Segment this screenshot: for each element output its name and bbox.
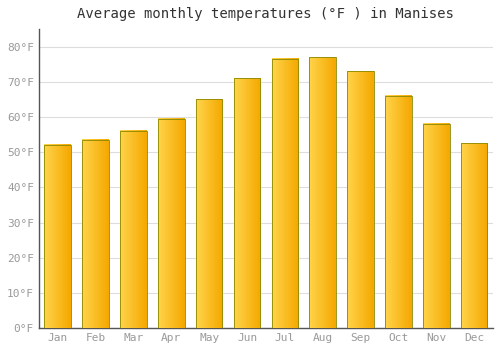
Bar xyxy=(461,144,487,328)
Bar xyxy=(234,78,260,328)
Bar xyxy=(196,99,222,328)
Bar xyxy=(423,124,450,328)
Bar xyxy=(272,59,298,328)
Bar xyxy=(158,119,184,328)
Title: Average monthly temperatures (°F ) in Manises: Average monthly temperatures (°F ) in Ma… xyxy=(78,7,454,21)
Bar xyxy=(120,131,146,328)
Bar xyxy=(310,57,336,328)
Bar xyxy=(44,145,71,328)
Bar xyxy=(385,96,411,328)
Bar xyxy=(348,71,374,328)
Bar xyxy=(82,140,109,328)
